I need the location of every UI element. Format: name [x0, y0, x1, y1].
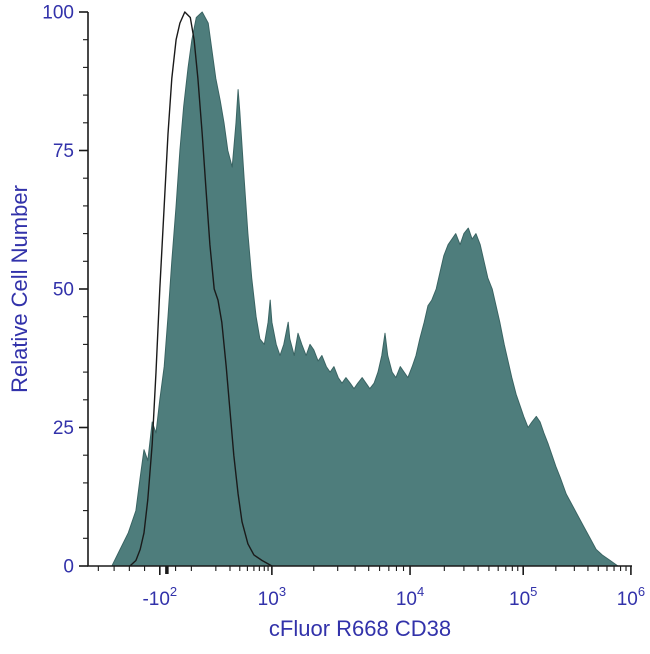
- y-tick-label: 0: [63, 557, 74, 578]
- x-tick-label: 104: [396, 584, 424, 610]
- x-tick-label: 103: [258, 584, 286, 610]
- x-tick-label: -102: [142, 584, 177, 610]
- x-tick-label: 105: [509, 584, 537, 610]
- x-axis-label: cFluor R668 CD38: [268, 616, 452, 641]
- x-axis: -102 103 104 105 106: [97, 566, 645, 610]
- y-tick-label: 100: [42, 3, 74, 24]
- y-tick-label: 75: [53, 141, 74, 162]
- y-axis-label: Relative Cell Number: [7, 185, 32, 393]
- y-axis: 0 25 50 75 100: [42, 3, 88, 578]
- y-tick-label: 25: [53, 418, 74, 439]
- x-tick-label: 106: [617, 584, 645, 610]
- y-tick-label: 50: [53, 280, 74, 301]
- series-group: [111, 11, 619, 567]
- series-stained-filled: [111, 11, 619, 567]
- series-control-outline: [129, 11, 273, 567]
